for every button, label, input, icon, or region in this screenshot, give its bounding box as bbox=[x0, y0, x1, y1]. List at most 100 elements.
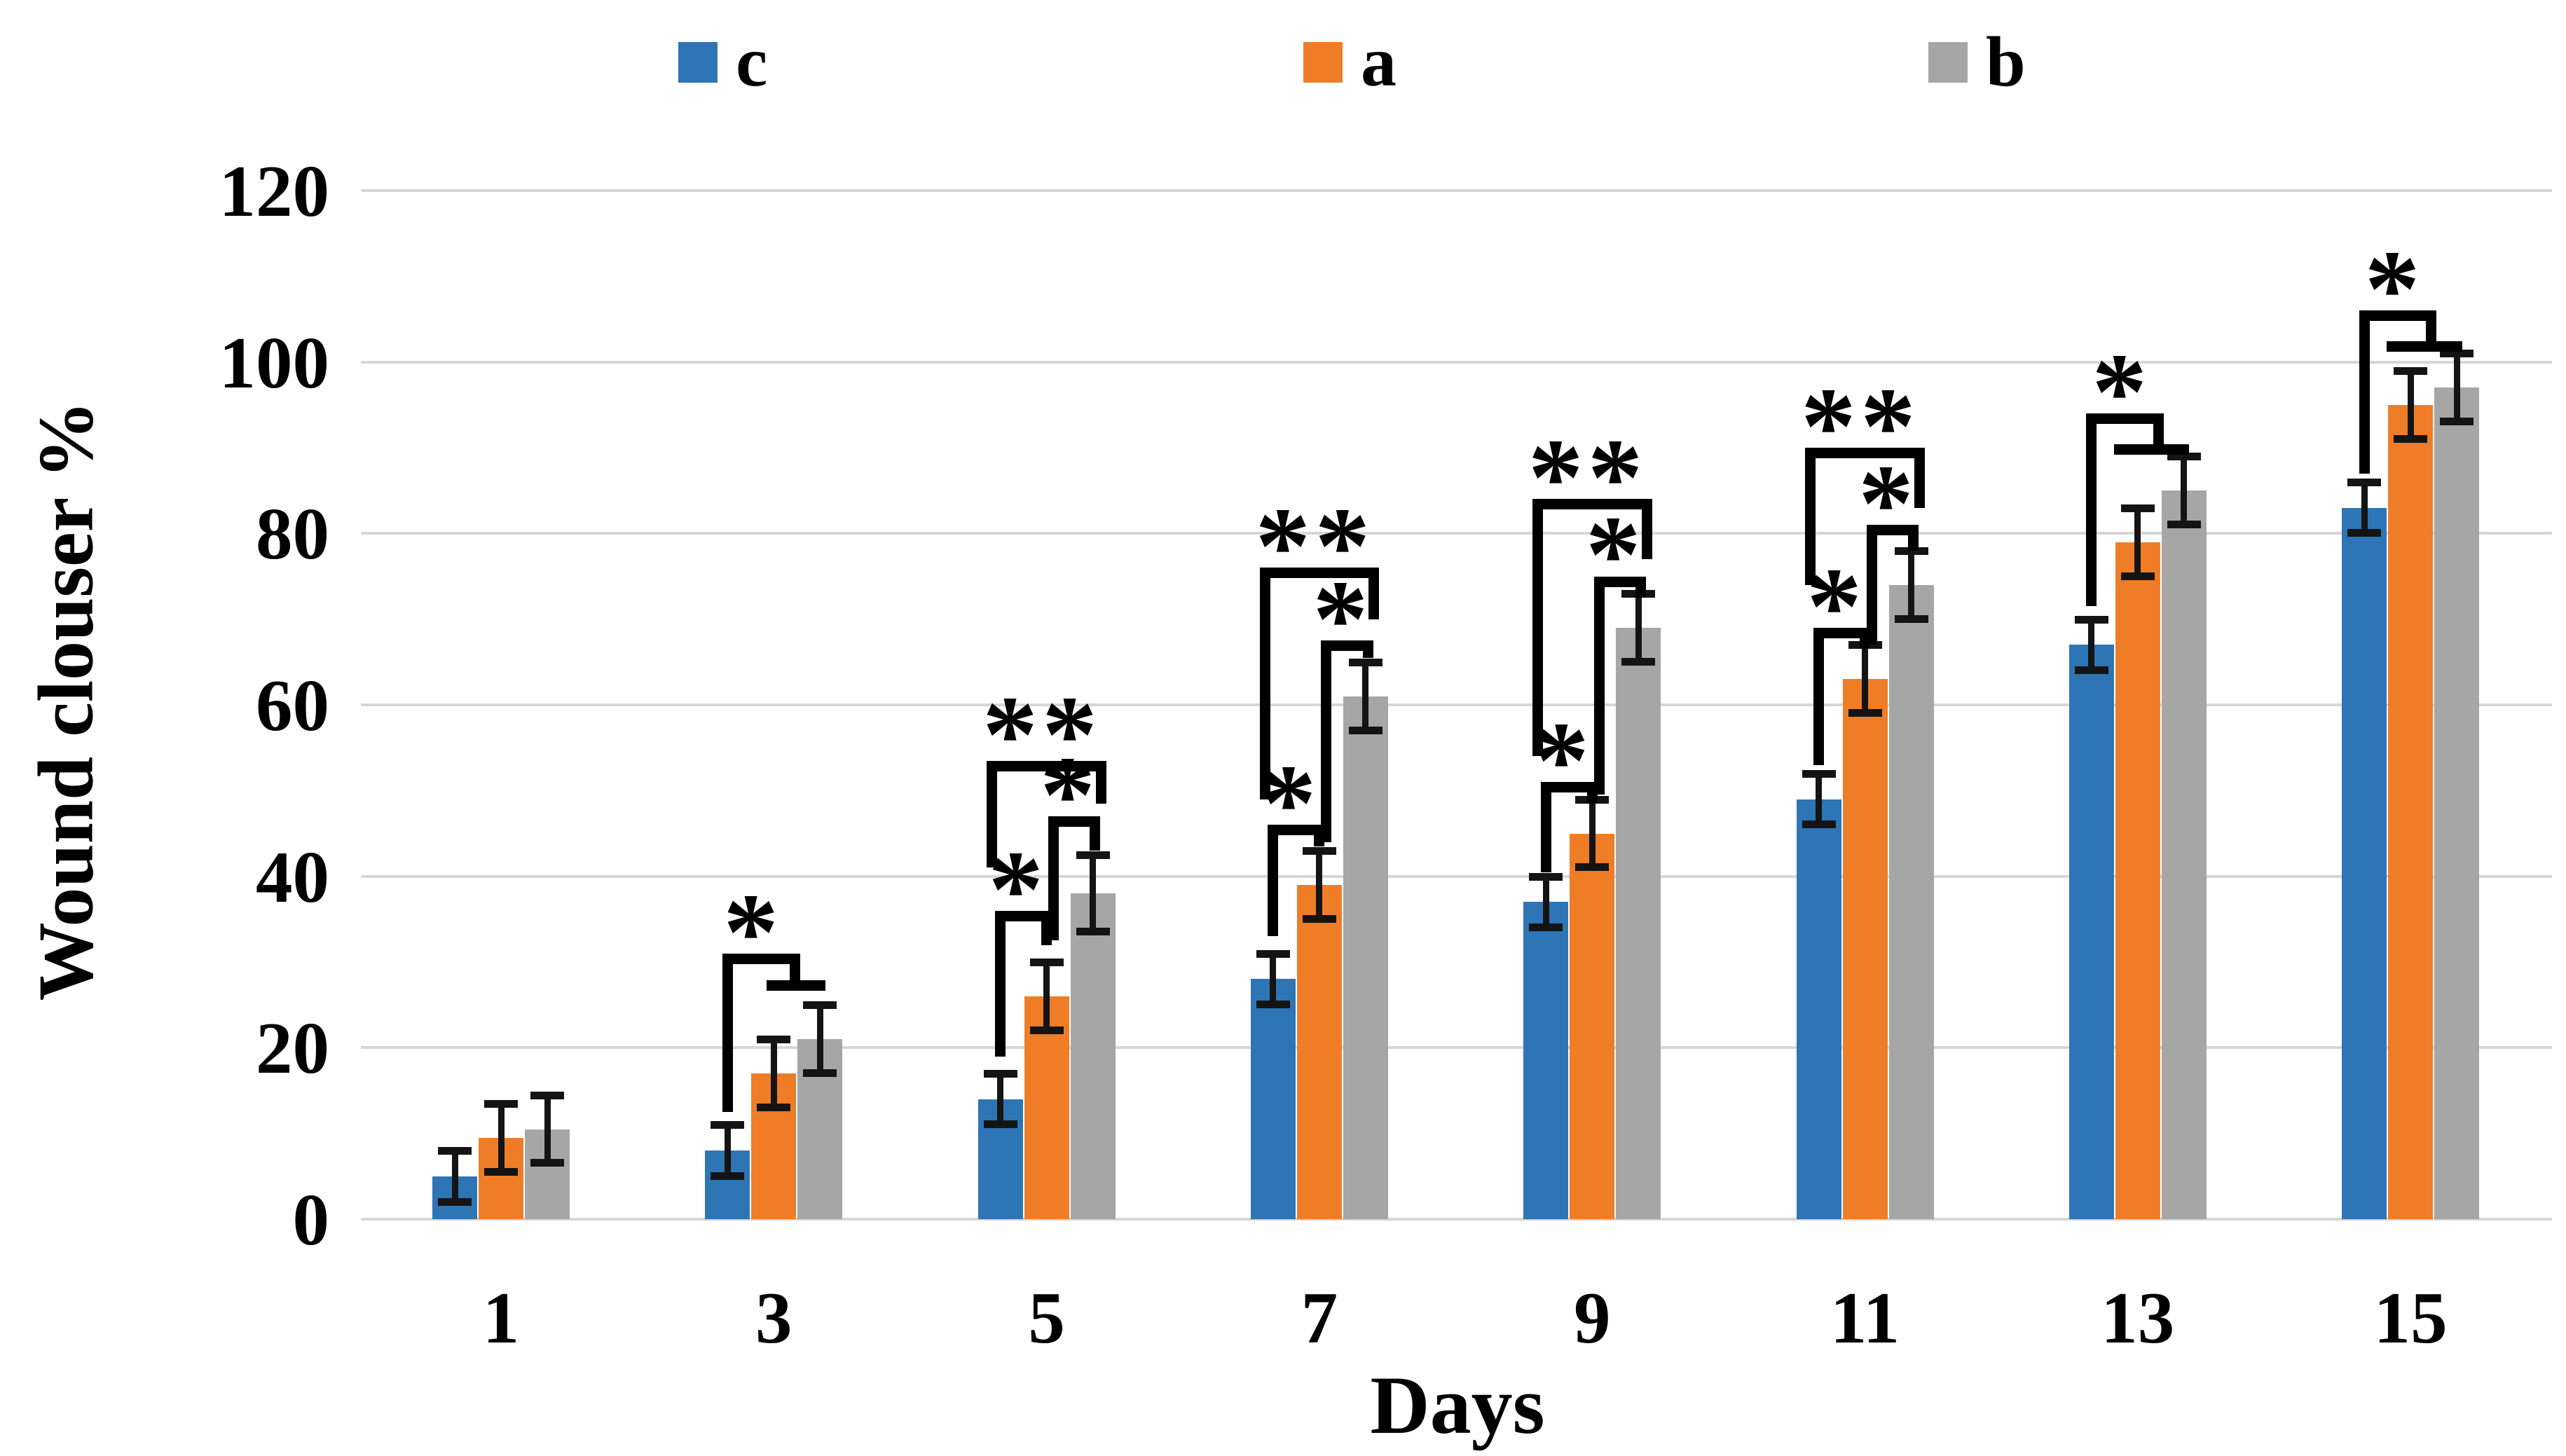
significance-bracket-line bbox=[995, 910, 1052, 921]
error-bar bbox=[2181, 456, 2188, 526]
error-bar-cap bbox=[2394, 434, 2428, 443]
bar-c-day13 bbox=[2068, 645, 2114, 1219]
error-bar bbox=[1862, 645, 1868, 714]
error-bar-cap bbox=[1302, 914, 1336, 923]
legend-label: c bbox=[736, 22, 768, 102]
y-tick-label: 80 bbox=[256, 493, 329, 575]
significance-bracket-line bbox=[2086, 413, 2164, 425]
significance-bracket-line bbox=[2359, 310, 2437, 322]
significance-bracket-line bbox=[1813, 627, 1824, 765]
error-bar-cap bbox=[2440, 418, 2474, 426]
error-bar-cap bbox=[1256, 949, 1290, 958]
legend-item-b: b bbox=[1928, 27, 2026, 98]
significance-group-bar bbox=[766, 980, 825, 991]
error-bar bbox=[2453, 353, 2460, 423]
significance-stars: ** bbox=[982, 673, 1102, 797]
error-bar-cap bbox=[2120, 504, 2155, 512]
significance-bracket-line bbox=[1321, 640, 1373, 652]
significance-bracket-line bbox=[1268, 825, 1325, 836]
error-bar-cap bbox=[530, 1091, 564, 1099]
error-bar-cap bbox=[1894, 614, 1928, 623]
significance-bracket-line bbox=[1321, 640, 1332, 842]
error-bar-cap bbox=[711, 1121, 745, 1129]
error-bar-cap bbox=[1029, 1026, 1064, 1034]
significance-bracket-line bbox=[1362, 640, 1373, 658]
significance-bracket-line bbox=[1048, 816, 1059, 941]
error-bar bbox=[1090, 855, 1097, 933]
error-bar bbox=[2361, 481, 2368, 534]
significance-stars: * bbox=[1585, 493, 1645, 617]
x-tick-label: 9 bbox=[1573, 1277, 1611, 1359]
error-bar-cap bbox=[1848, 709, 1882, 717]
error-bar-cap bbox=[1621, 657, 1656, 666]
error-bar bbox=[1270, 953, 1277, 1005]
bar-c-day7 bbox=[1250, 979, 1296, 1219]
error-bar-cap bbox=[1529, 872, 1563, 881]
bar-c-day11 bbox=[1796, 799, 1841, 1219]
significance-bracket-line bbox=[1540, 782, 1598, 793]
significance-stars: ** bbox=[1800, 365, 1920, 488]
significance-bracket-line bbox=[987, 760, 1106, 771]
legend-item-c: c bbox=[678, 27, 767, 98]
x-tick-label: 1 bbox=[482, 1277, 520, 1359]
error-bar bbox=[2088, 619, 2095, 671]
gridline-y40 bbox=[361, 874, 2552, 878]
gridline-y120 bbox=[361, 189, 2552, 192]
significance-bracket-line bbox=[1866, 525, 1919, 536]
significance-bracket-line bbox=[1540, 782, 1551, 872]
error-bar bbox=[1542, 876, 1549, 928]
significance-bracket-line bbox=[722, 953, 800, 964]
error-bar bbox=[816, 1005, 823, 1074]
gridline-y60 bbox=[361, 703, 2552, 706]
significance-group-bar bbox=[2387, 341, 2462, 352]
bar-b-day9 bbox=[1616, 627, 1661, 1219]
error-bar bbox=[1316, 850, 1323, 919]
significance-bracket-line bbox=[2086, 413, 2097, 607]
significance-bracket-line bbox=[1805, 448, 1925, 458]
error-bar bbox=[1816, 773, 1822, 825]
significance-bracket-line bbox=[1635, 576, 1646, 598]
bar-a-day13 bbox=[2115, 542, 2160, 1219]
significance-bracket-line bbox=[1805, 448, 1816, 585]
error-bar bbox=[2407, 370, 2414, 439]
error-bar-cap bbox=[803, 1069, 837, 1078]
error-bar bbox=[2134, 507, 2141, 577]
bar-b-day11 bbox=[1888, 584, 1934, 1219]
y-tick-label: 20 bbox=[256, 1007, 329, 1090]
error-bar bbox=[1908, 550, 1914, 619]
significance-group-bar bbox=[2113, 444, 2190, 455]
gridline-y80 bbox=[361, 532, 2552, 535]
error-bar-cap bbox=[2347, 478, 2382, 486]
significance-bracket-line bbox=[1593, 576, 1646, 587]
significance-bracket-line bbox=[789, 953, 800, 982]
error-bar bbox=[1362, 661, 1369, 731]
y-tick-label: 40 bbox=[256, 835, 329, 918]
significance-bracket-line bbox=[1532, 499, 1543, 757]
error-bar-cap bbox=[1575, 863, 1610, 872]
legend-item-a: a bbox=[1303, 27, 1397, 98]
bar-b-day5 bbox=[1070, 893, 1116, 1219]
error-bar bbox=[997, 1073, 1004, 1125]
bar-a-day9 bbox=[1570, 833, 1615, 1219]
error-bar-cap bbox=[1256, 1001, 1290, 1009]
error-bar-cap bbox=[1348, 658, 1383, 666]
significance-stars: * bbox=[1312, 558, 1373, 681]
error-bar-cap bbox=[711, 1172, 745, 1180]
significance-bracket-line bbox=[1641, 499, 1652, 560]
y-tick-label: 100 bbox=[219, 321, 330, 404]
error-bar bbox=[1043, 962, 1050, 1031]
error-bar bbox=[1635, 593, 1642, 662]
error-bar-cap bbox=[530, 1159, 564, 1167]
error-bar-cap bbox=[1802, 820, 1836, 829]
error-bar-cap bbox=[2347, 529, 2382, 537]
error-bar bbox=[770, 1039, 777, 1108]
significance-bracket-line bbox=[1914, 448, 1925, 508]
significance-bracket-line bbox=[1813, 627, 1870, 638]
significance-stars: * bbox=[723, 870, 783, 994]
significance-bracket-line bbox=[1866, 525, 1877, 645]
significance-bracket-line bbox=[995, 910, 1006, 1057]
significance-stars: * bbox=[1806, 545, 1867, 668]
error-bar-cap bbox=[484, 1099, 518, 1108]
significance-bracket-line bbox=[1090, 816, 1101, 851]
